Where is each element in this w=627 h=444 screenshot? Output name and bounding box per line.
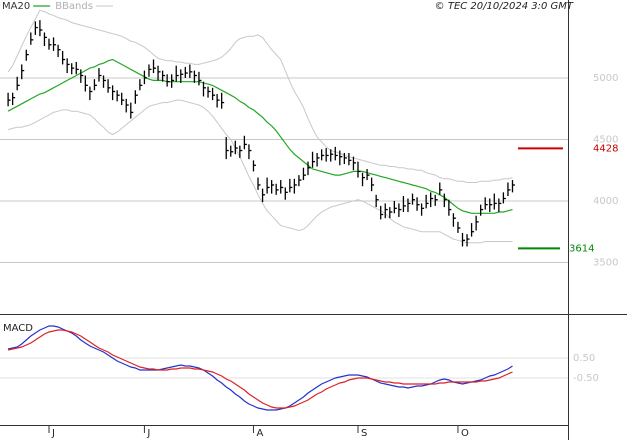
macd-title: MACD <box>3 323 33 334</box>
x-tick-label: J <box>146 428 150 439</box>
legend-label: BBands <box>55 1 93 12</box>
macd-line <box>7 329 513 409</box>
y-tick-label: -0.50 <box>573 373 599 384</box>
x-tick-label: O <box>461 428 469 439</box>
legend-label: MA20 <box>2 1 30 12</box>
x-tick-label: J <box>51 428 55 439</box>
credit: © TEC 20/10/2024 3:0 GMT <box>435 1 574 12</box>
y-tick-label: 4000 <box>593 196 618 207</box>
x-tick-label: S <box>361 428 367 439</box>
y-tick-label: 4500 <box>593 134 618 145</box>
ma-line <box>7 58 513 214</box>
upper-band <box>7 9 513 183</box>
lower-band <box>7 99 513 244</box>
level-label: 3614 <box>569 243 594 254</box>
x-tick-label: A <box>256 428 263 439</box>
y-tick-label: 3500 <box>593 257 618 268</box>
y-tick-label: 5000 <box>593 73 618 84</box>
y-tick-label: 0.50 <box>573 353 595 364</box>
level-label: 4428 <box>593 143 618 154</box>
